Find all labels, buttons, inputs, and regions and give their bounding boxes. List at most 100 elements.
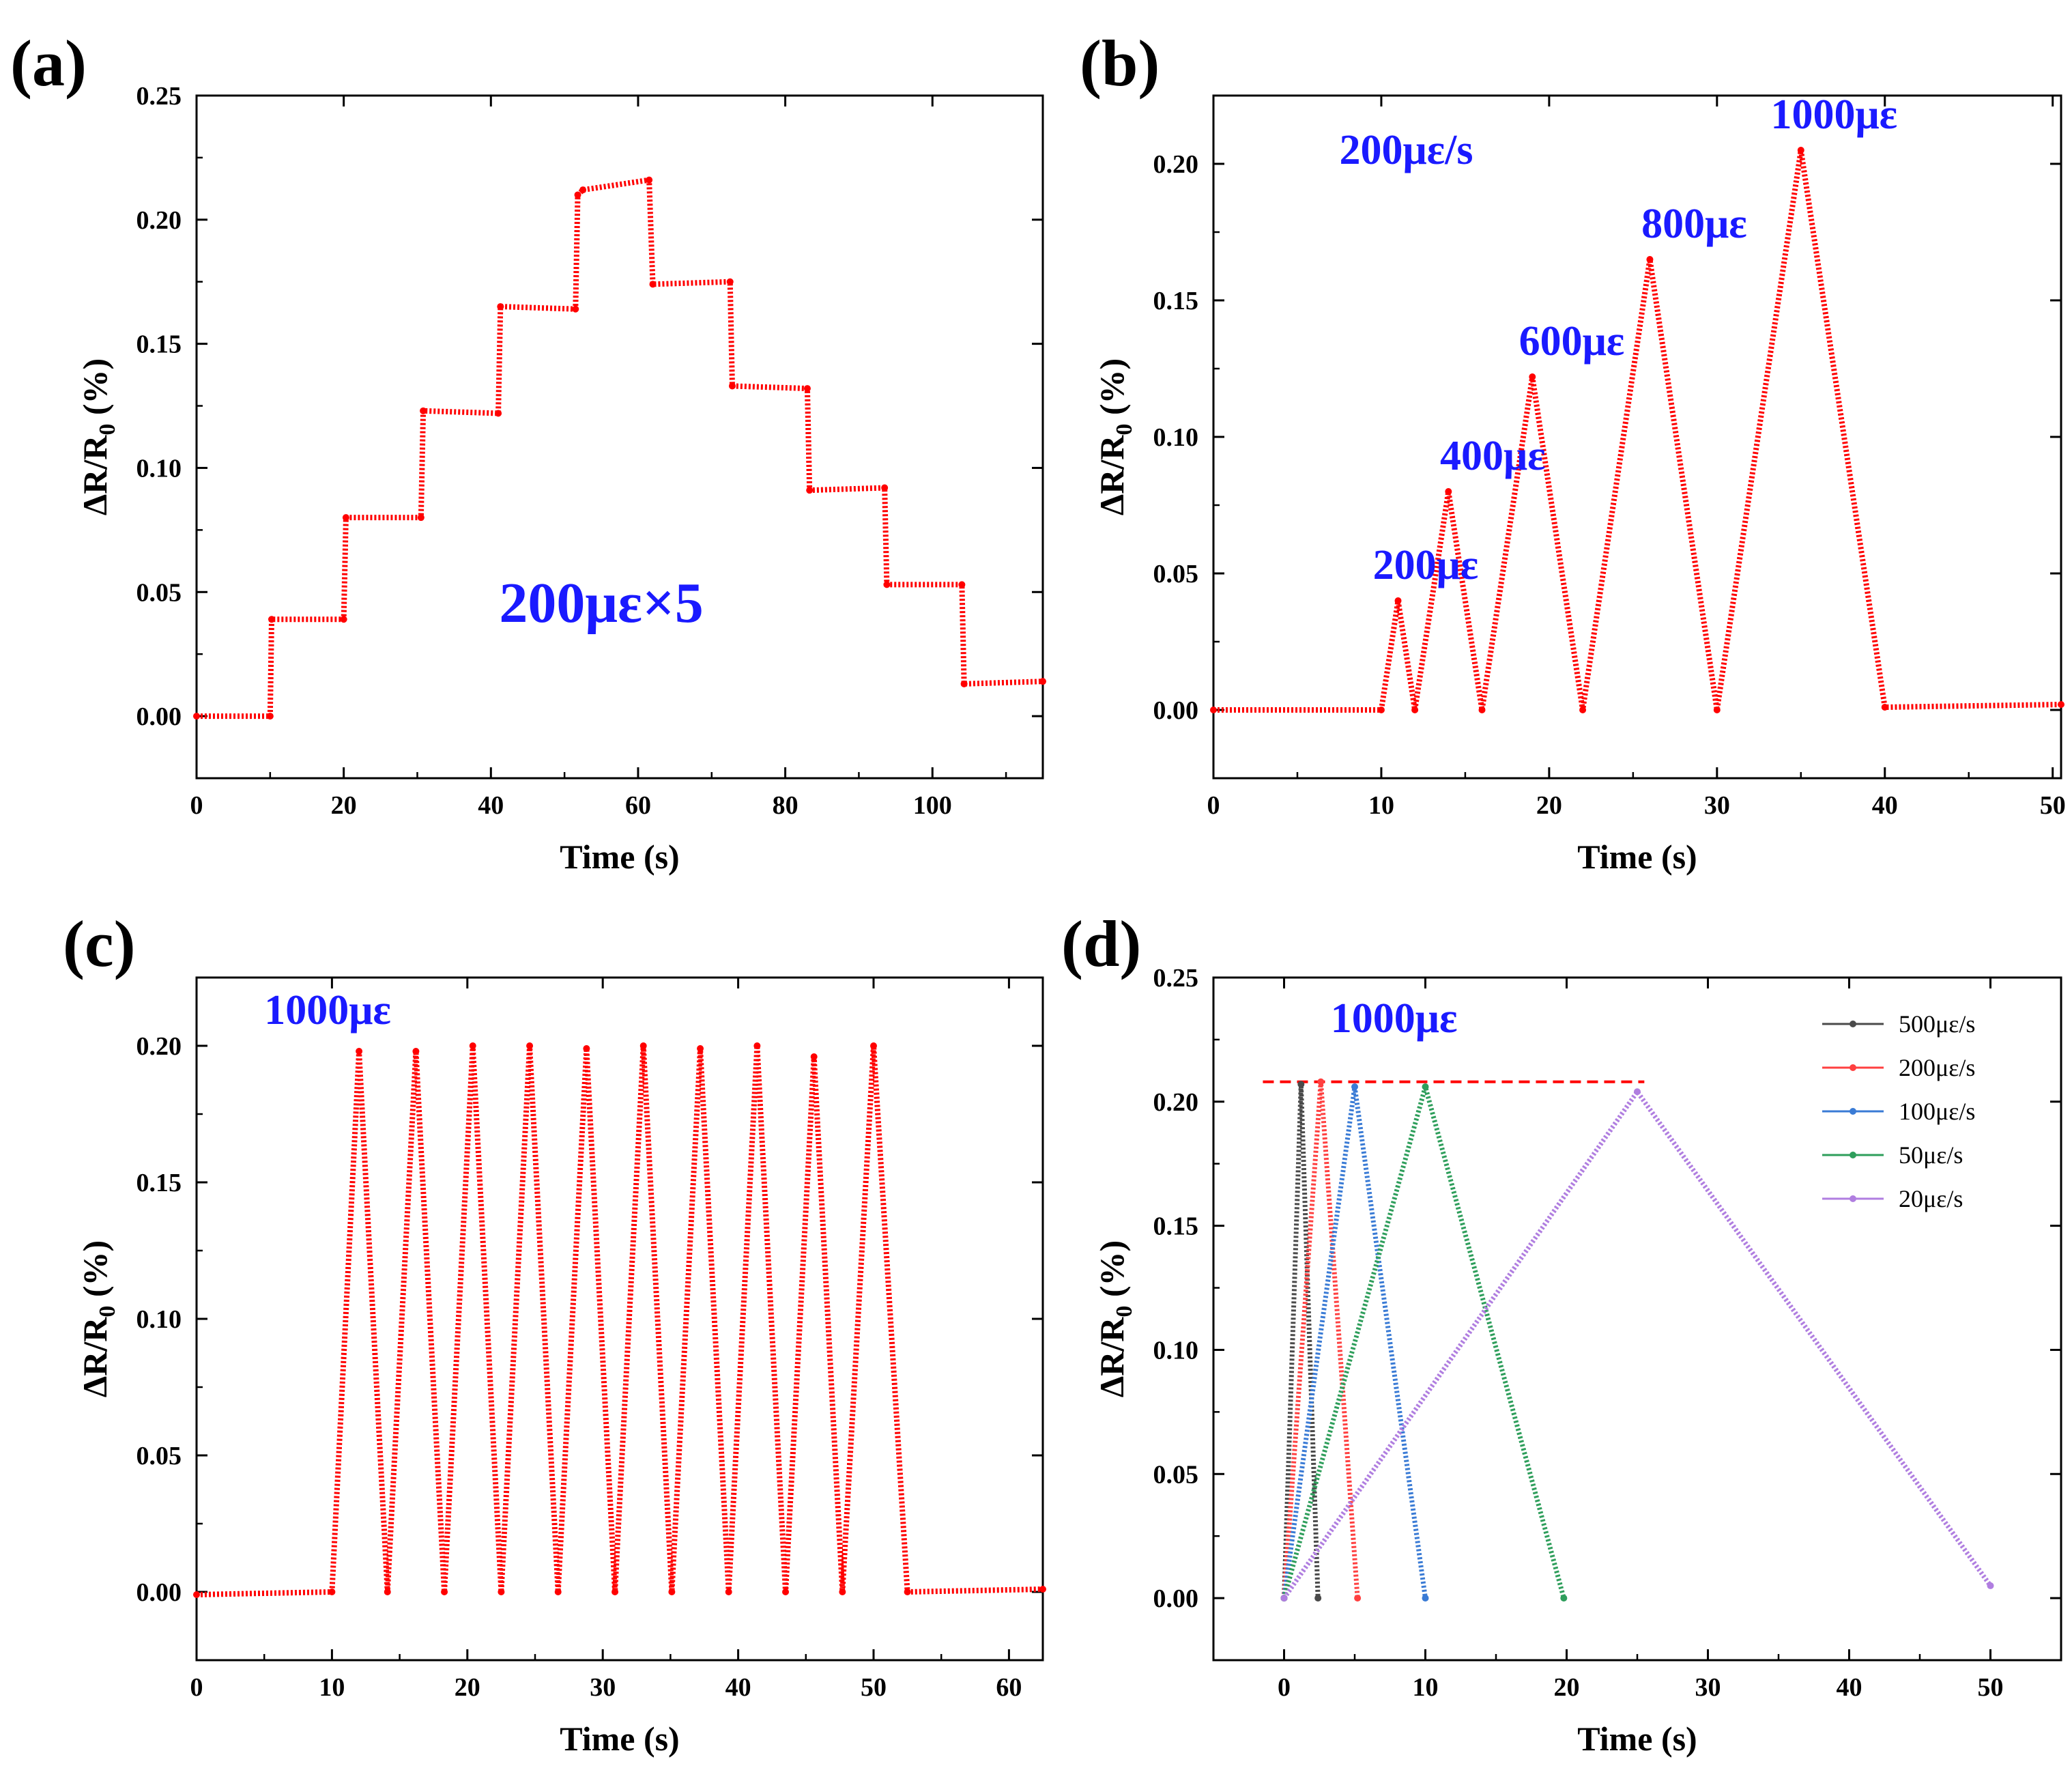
data-point [1478,707,1486,713]
series-response [193,1042,1046,1598]
data-point [417,514,425,522]
y-tick-label: 0.15 [136,330,182,359]
data-point [1422,1595,1429,1602]
data-point [266,713,274,720]
data-point [839,1588,846,1595]
series-line [196,1043,1044,1597]
y-tick-label: 0.00 [1153,1584,1199,1613]
data-point [960,680,968,687]
series-response [1210,147,2064,713]
data-point [639,1042,647,1049]
y-tick-label: 0.15 [136,1169,182,1197]
data-point [728,382,736,390]
data-point [1280,1595,1288,1602]
x-tick-label: 10 [1413,1673,1439,1702]
data-point [883,581,891,588]
y-tick-label: 0.10 [136,1305,182,1334]
data-point [1411,707,1419,713]
data-point [526,1042,534,1049]
x-tick-label: 0 [1278,1673,1291,1702]
y-tick-label: 0.05 [136,578,182,607]
annotation-label: 1000με [1331,995,1458,1042]
data-point [697,1045,704,1052]
annotation-label: 400με [1440,433,1546,479]
x-tick-label: 80 [773,791,798,820]
y-tick-label: 0.00 [136,702,182,731]
data-point [1529,373,1536,380]
data-point [1713,707,1721,713]
x-tick-label: 0 [190,1673,203,1702]
data-point [1797,147,1804,154]
data-point [881,484,889,491]
data-point [412,1048,420,1055]
x-tick-label: 40 [1837,1673,1862,1702]
data-point [498,1588,505,1595]
series-line [1213,147,2062,713]
data-point [193,713,200,720]
annotation-label: 1000με [264,987,391,1034]
data-point [1881,704,1888,711]
annotation-label: 200με×5 [499,571,703,635]
y-tick-label: 0.20 [136,206,182,235]
x-axis-title: Time (s) [1577,838,1697,876]
x-axis-title: Time (s) [1577,1720,1697,1758]
series-line [1282,1081,1321,1599]
data-point [649,281,657,288]
data-point [904,1588,911,1595]
y-axis-title: ΔR/R0 (%) [76,1240,120,1397]
y-tick-label: 0.15 [1153,1212,1199,1241]
data-point [495,410,502,417]
panel-label: (a) [10,27,87,100]
y-tick-label: 0.05 [1153,1460,1199,1489]
y-axis-title: ΔR/R0 (%) [1093,1240,1137,1397]
panel-label: (b) [1080,27,1160,100]
data-point [958,581,966,588]
x-tick-label: 50 [861,1673,887,1702]
series-20με/s [1280,1088,1994,1602]
data-point [646,176,653,184]
x-axis-title: Time (s) [560,838,679,876]
x-axis-title: Time (s) [560,1720,679,1758]
legend-marker [1850,1021,1856,1027]
legend: 500με/s 200με/s 100με/s 50με/s 20με/s [1822,1010,1975,1212]
chart-panel-b: (b) 0 10 20 30 40 50 0.00 0.05 0.10 0.15 0.20 Time (… [1080,27,2066,876]
annotation-label: 600με [1519,318,1625,365]
data-point [1422,1083,1429,1090]
y-tick-label: 0.05 [136,1442,182,1470]
y-tick-label: 0.20 [1153,1088,1199,1117]
data-point [193,1591,200,1598]
x-tick-label: 0 [1207,791,1220,820]
data-point [554,1588,562,1595]
plot-frame [1212,94,2062,780]
data-point [328,1588,336,1595]
y-tick-label: 0.15 [1153,287,1199,315]
x-tick-label: 40 [478,791,504,820]
data-point [1354,1595,1362,1602]
y-tick-label: 0.05 [1153,560,1199,588]
legend-label: 500με/s [1899,1010,1975,1038]
data-point [356,1048,363,1055]
series-line [1282,1084,1566,1599]
x-tick-label: 50 [2040,791,2066,820]
data-point [1579,707,1587,713]
data-point [384,1588,391,1595]
y-tick-label: 0.00 [136,1578,182,1607]
x-tick-label: 20 [331,791,357,820]
data-point [1377,707,1385,713]
annotation-label: 800με [1641,201,1747,247]
series-response [193,176,1046,720]
data-point [1039,678,1046,685]
data-point [1039,1586,1046,1593]
data-point [668,1588,676,1595]
data-point [1210,707,1217,713]
data-point [1314,1595,1322,1602]
data-point [1560,1595,1568,1602]
data-point [1351,1083,1358,1090]
data-point [574,191,581,199]
y-tick-label: 0.20 [136,1032,182,1061]
y-tick-label: 0.20 [1153,150,1199,179]
x-tick-label: 30 [1704,791,1730,820]
data-point [469,1042,476,1049]
data-point [1646,256,1654,263]
